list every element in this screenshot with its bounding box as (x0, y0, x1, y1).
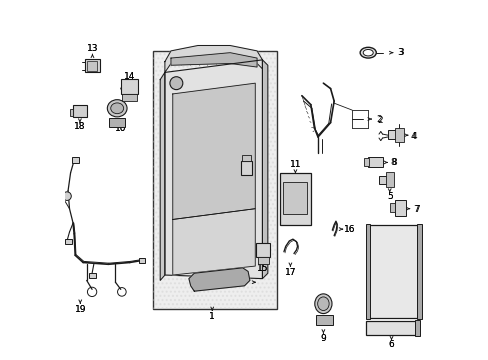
Bar (72, 157, 79, 163)
Text: 3: 3 (397, 48, 403, 57)
Bar (153, 51, 276, 309)
Polygon shape (164, 45, 262, 72)
Text: 8: 8 (390, 158, 396, 167)
Bar (153, 51, 276, 309)
Bar (282, 182, 306, 214)
Text: 7: 7 (413, 205, 419, 214)
Bar (257, 257, 268, 264)
Text: 12: 12 (222, 152, 233, 161)
Bar (122, 94, 137, 101)
Bar (109, 118, 125, 127)
Bar (365, 224, 369, 319)
Bar (89, 273, 96, 278)
Text: 16: 16 (343, 225, 355, 234)
Bar (394, 128, 403, 141)
Ellipse shape (360, 47, 376, 58)
Bar (121, 79, 138, 94)
Bar (394, 200, 405, 216)
Text: 18: 18 (74, 122, 85, 131)
Polygon shape (172, 209, 255, 275)
Text: 5: 5 (386, 192, 392, 201)
Bar (241, 161, 252, 175)
Polygon shape (160, 72, 164, 280)
Text: 5: 5 (386, 192, 392, 201)
Bar (85, 59, 100, 72)
Bar (280, 173, 310, 225)
Bar (242, 155, 250, 161)
Bar (387, 130, 398, 139)
Text: 19: 19 (74, 305, 86, 314)
Text: 11: 11 (289, 161, 301, 170)
Ellipse shape (317, 297, 328, 311)
Polygon shape (164, 60, 262, 279)
Bar (386, 172, 393, 187)
Polygon shape (188, 268, 249, 291)
Text: 2: 2 (375, 114, 381, 123)
Text: 10: 10 (115, 123, 126, 132)
Text: 16: 16 (343, 225, 355, 234)
Text: 7: 7 (412, 205, 418, 214)
Bar (73, 105, 86, 117)
Text: 11: 11 (289, 161, 301, 170)
Text: 8: 8 (389, 158, 395, 167)
Ellipse shape (363, 49, 372, 56)
Bar (378, 176, 389, 184)
Bar (139, 258, 145, 263)
Text: 1: 1 (209, 312, 215, 321)
Ellipse shape (314, 294, 331, 314)
Text: 1: 1 (209, 312, 215, 321)
Text: 12: 12 (222, 152, 233, 161)
Text: 2: 2 (376, 116, 382, 125)
Polygon shape (262, 60, 267, 279)
Text: 4: 4 (411, 132, 417, 141)
Bar (416, 224, 421, 319)
Bar (389, 203, 395, 212)
Text: 15: 15 (257, 265, 268, 274)
Text: 14: 14 (123, 72, 135, 81)
Text: 17: 17 (284, 268, 296, 277)
Bar (414, 320, 419, 336)
Text: 4: 4 (410, 132, 416, 141)
Bar (367, 157, 383, 167)
Bar (256, 243, 269, 257)
Ellipse shape (107, 100, 127, 117)
Text: 3: 3 (398, 48, 403, 57)
Ellipse shape (110, 103, 123, 114)
Text: 9: 9 (320, 334, 325, 343)
Text: 19: 19 (74, 305, 86, 314)
Text: 6: 6 (388, 341, 394, 350)
Text: 13: 13 (86, 44, 98, 53)
Bar (366, 321, 418, 335)
Text: 14: 14 (123, 72, 135, 81)
Text: 13: 13 (86, 44, 98, 53)
Text: 18: 18 (74, 122, 85, 131)
Text: 10: 10 (115, 123, 126, 132)
Bar (363, 158, 368, 166)
Bar (70, 109, 73, 116)
Bar (367, 225, 417, 318)
Circle shape (62, 192, 71, 201)
Bar (86, 60, 97, 71)
Polygon shape (172, 83, 255, 220)
Bar (65, 239, 72, 244)
Text: 17: 17 (284, 268, 296, 277)
Text: 9: 9 (320, 334, 325, 343)
Text: 6: 6 (388, 341, 394, 350)
Polygon shape (171, 53, 257, 67)
Circle shape (169, 77, 183, 90)
Text: 15: 15 (257, 265, 268, 274)
Bar (315, 315, 332, 325)
